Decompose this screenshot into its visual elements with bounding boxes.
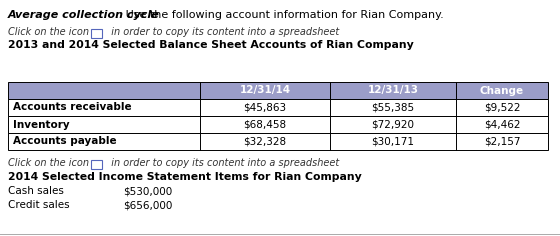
- Text: in order to copy its content into a spreadsheet: in order to copy its content into a spre…: [105, 158, 339, 168]
- Text: Average collection cycle: Average collection cycle: [8, 10, 160, 20]
- Text: Inventory: Inventory: [13, 119, 69, 130]
- Text: Accounts receivable: Accounts receivable: [13, 102, 132, 113]
- Text: $55,385: $55,385: [371, 102, 414, 113]
- Text: $530,000: $530,000: [123, 186, 172, 196]
- Text: $30,171: $30,171: [371, 136, 414, 147]
- Bar: [91, 160, 102, 169]
- Text: Accounts payable: Accounts payable: [13, 136, 116, 147]
- Text: 2013 and 2014 Selected Balance Sheet Accounts of Rian Company: 2013 and 2014 Selected Balance Sheet Acc…: [8, 40, 414, 50]
- Bar: [91, 29, 102, 38]
- Text: 12/31/14: 12/31/14: [240, 85, 291, 96]
- Text: $656,000: $656,000: [123, 200, 172, 210]
- Text: 2014 Selected Income Statement Items for Rian Company: 2014 Selected Income Statement Items for…: [8, 172, 362, 182]
- Bar: [8, 116, 548, 133]
- Text: in order to copy its content into a spreadsheet: in order to copy its content into a spre…: [105, 27, 339, 37]
- Text: $4,462: $4,462: [484, 119, 520, 130]
- Text: $9,522: $9,522: [484, 102, 520, 113]
- Text: Click on the icon: Click on the icon: [8, 27, 89, 37]
- Text: Cash sales: Cash sales: [8, 186, 64, 196]
- Text: Credit sales: Credit sales: [8, 200, 69, 210]
- Text: Click on the icon: Click on the icon: [8, 158, 89, 168]
- Text: Change: Change: [480, 85, 524, 96]
- Bar: [8, 133, 548, 150]
- Text: .  Use the following account information for Rian Company.: . Use the following account information …: [115, 10, 444, 20]
- Text: $2,157: $2,157: [484, 136, 520, 147]
- Bar: [8, 99, 548, 116]
- Text: $68,458: $68,458: [244, 119, 287, 130]
- Text: 12/31/13: 12/31/13: [367, 85, 418, 96]
- Text: $72,920: $72,920: [371, 119, 414, 130]
- Text: $32,328: $32,328: [244, 136, 287, 147]
- Bar: [8, 82, 548, 99]
- Text: $45,863: $45,863: [244, 102, 287, 113]
